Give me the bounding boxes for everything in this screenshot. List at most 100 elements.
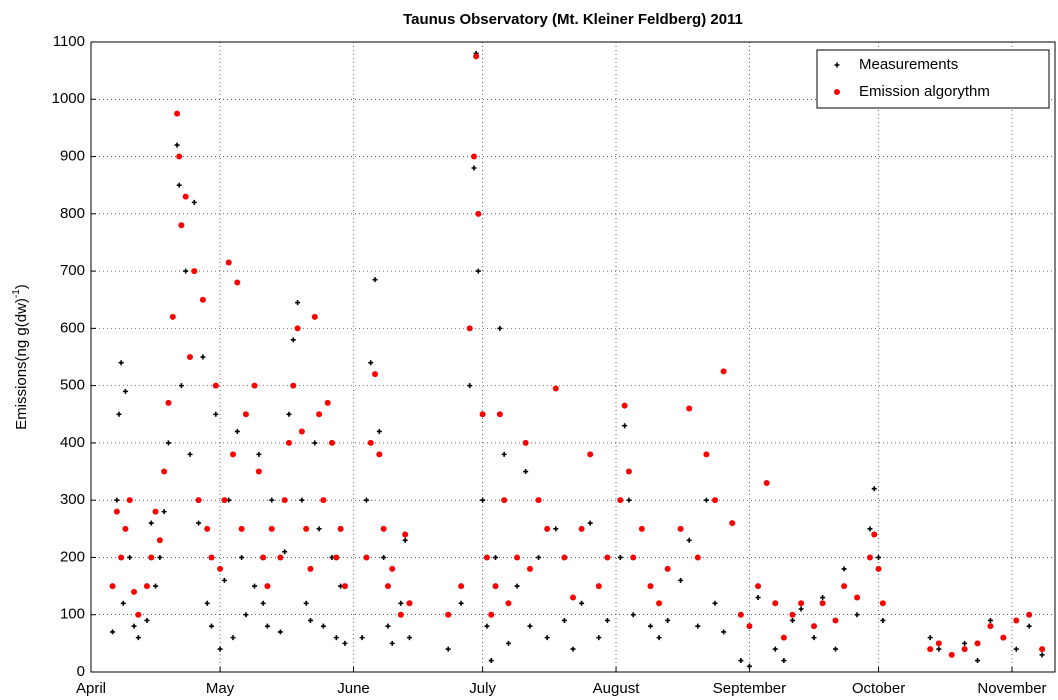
- measurement-point: [135, 635, 141, 641]
- measurement-point: [176, 182, 182, 188]
- x-tick-label: August: [593, 680, 641, 697]
- y-tick-label: 1000: [52, 90, 85, 107]
- algorithm-point: [1026, 611, 1033, 618]
- measurement-point: [256, 451, 262, 457]
- measurement-point: [626, 497, 632, 503]
- legend-marker: [834, 89, 840, 95]
- measurement-point: [277, 629, 283, 635]
- measurement-point: [721, 629, 727, 635]
- algorithm-point: [772, 600, 779, 607]
- measurement-point: [484, 623, 490, 629]
- measurement-point: [131, 623, 137, 629]
- y-tick-label: 600: [60, 319, 85, 336]
- measurement-point: [363, 497, 369, 503]
- algorithm-point: [501, 497, 508, 504]
- measurement-point: [230, 635, 236, 641]
- algorithm-point: [552, 385, 559, 392]
- measurement-point: [398, 600, 404, 606]
- y-tick-label: 700: [60, 262, 85, 279]
- measurement-point: [264, 623, 270, 629]
- measurement-point: [561, 617, 567, 623]
- y-tick-label: 100: [60, 606, 85, 623]
- measurement-point: [488, 658, 494, 664]
- measurement-point: [867, 526, 873, 532]
- algorithm-point: [152, 508, 159, 515]
- algorithm-point: [380, 525, 387, 532]
- measurement-point: [630, 612, 636, 618]
- algorithm-point: [927, 646, 934, 653]
- algorithm-point: [212, 382, 219, 389]
- y-tick-label: 200: [60, 548, 85, 565]
- algorithm-point: [397, 611, 404, 618]
- algorithm-point: [621, 402, 628, 409]
- algorithm-point: [113, 508, 120, 515]
- algorithm-point: [242, 411, 249, 418]
- measurement-point: [841, 566, 847, 572]
- measurement-point: [161, 509, 167, 515]
- algorithm-point: [285, 439, 292, 446]
- algorithm-point: [625, 468, 632, 475]
- x-tick-label: June: [337, 680, 370, 697]
- algorithm-point: [798, 600, 805, 607]
- x-tick-label: October: [852, 680, 905, 697]
- measurement-point: [617, 554, 623, 560]
- measurement-point: [303, 600, 309, 606]
- measurement-point: [368, 360, 374, 366]
- measurement-point: [320, 623, 326, 629]
- measurement-point: [316, 526, 322, 532]
- measurement-point: [144, 617, 150, 623]
- algorithm-point: [384, 583, 391, 590]
- x-tick-label: July: [469, 680, 496, 697]
- measurement-point: [116, 411, 122, 417]
- measurement-point: [811, 635, 817, 641]
- measurement-point: [798, 606, 804, 612]
- algorithm-point: [505, 600, 512, 607]
- measurement-point: [342, 640, 348, 646]
- measurement-point: [299, 497, 305, 503]
- algorithm-point: [746, 623, 753, 630]
- measurement-point: [579, 600, 585, 606]
- algorithm-point: [789, 611, 796, 618]
- algorithm-point: [879, 600, 886, 607]
- measurement-point: [243, 612, 249, 618]
- algorithm-point: [961, 646, 968, 653]
- algorithm-point: [471, 153, 478, 160]
- measurement-point: [458, 600, 464, 606]
- measurement-point: [209, 623, 214, 629]
- y-tick-label: 400: [60, 434, 85, 451]
- algorithm-point: [578, 525, 585, 532]
- measurement-point: [927, 635, 933, 641]
- measurement-point: [647, 623, 653, 629]
- measurement-point: [127, 554, 133, 560]
- algorithm-point: [186, 354, 193, 360]
- measurement-point: [471, 165, 477, 171]
- chart-title: Taunus Observatory (Mt. Kleiner Feldberg…: [403, 11, 743, 28]
- x-tick-label: April: [76, 680, 106, 697]
- algorithm-point: [182, 193, 189, 200]
- algorithm-point: [694, 554, 701, 561]
- algorithm-point: [268, 525, 275, 532]
- y-axis-label-main: Emissions(ng g(dw): [13, 298, 30, 430]
- measurement-point: [406, 635, 412, 641]
- measurement-point: [239, 554, 245, 560]
- x-tick-label: November: [977, 680, 1046, 697]
- y-tick-label: 300: [60, 491, 85, 508]
- algorithm-point: [208, 554, 215, 561]
- measurement-point: [191, 199, 197, 205]
- algorithm-point: [406, 600, 413, 607]
- measurement-point: [501, 451, 507, 457]
- measurement-point: [746, 663, 752, 669]
- measurement-point: [221, 577, 227, 583]
- algorithm-point: [337, 525, 344, 532]
- measurement-point: [153, 583, 159, 589]
- measurement-point: [493, 554, 499, 560]
- algorithm-point: [875, 565, 882, 572]
- measurement-point: [118, 360, 124, 366]
- algorithm-point: [311, 313, 318, 320]
- algorithm-point: [303, 525, 310, 532]
- algorithm-point: [729, 520, 736, 527]
- measurement-point: [183, 268, 189, 274]
- measurement-point: [187, 451, 193, 457]
- measurement-point: [389, 640, 395, 646]
- y-tick-label: 500: [60, 377, 85, 394]
